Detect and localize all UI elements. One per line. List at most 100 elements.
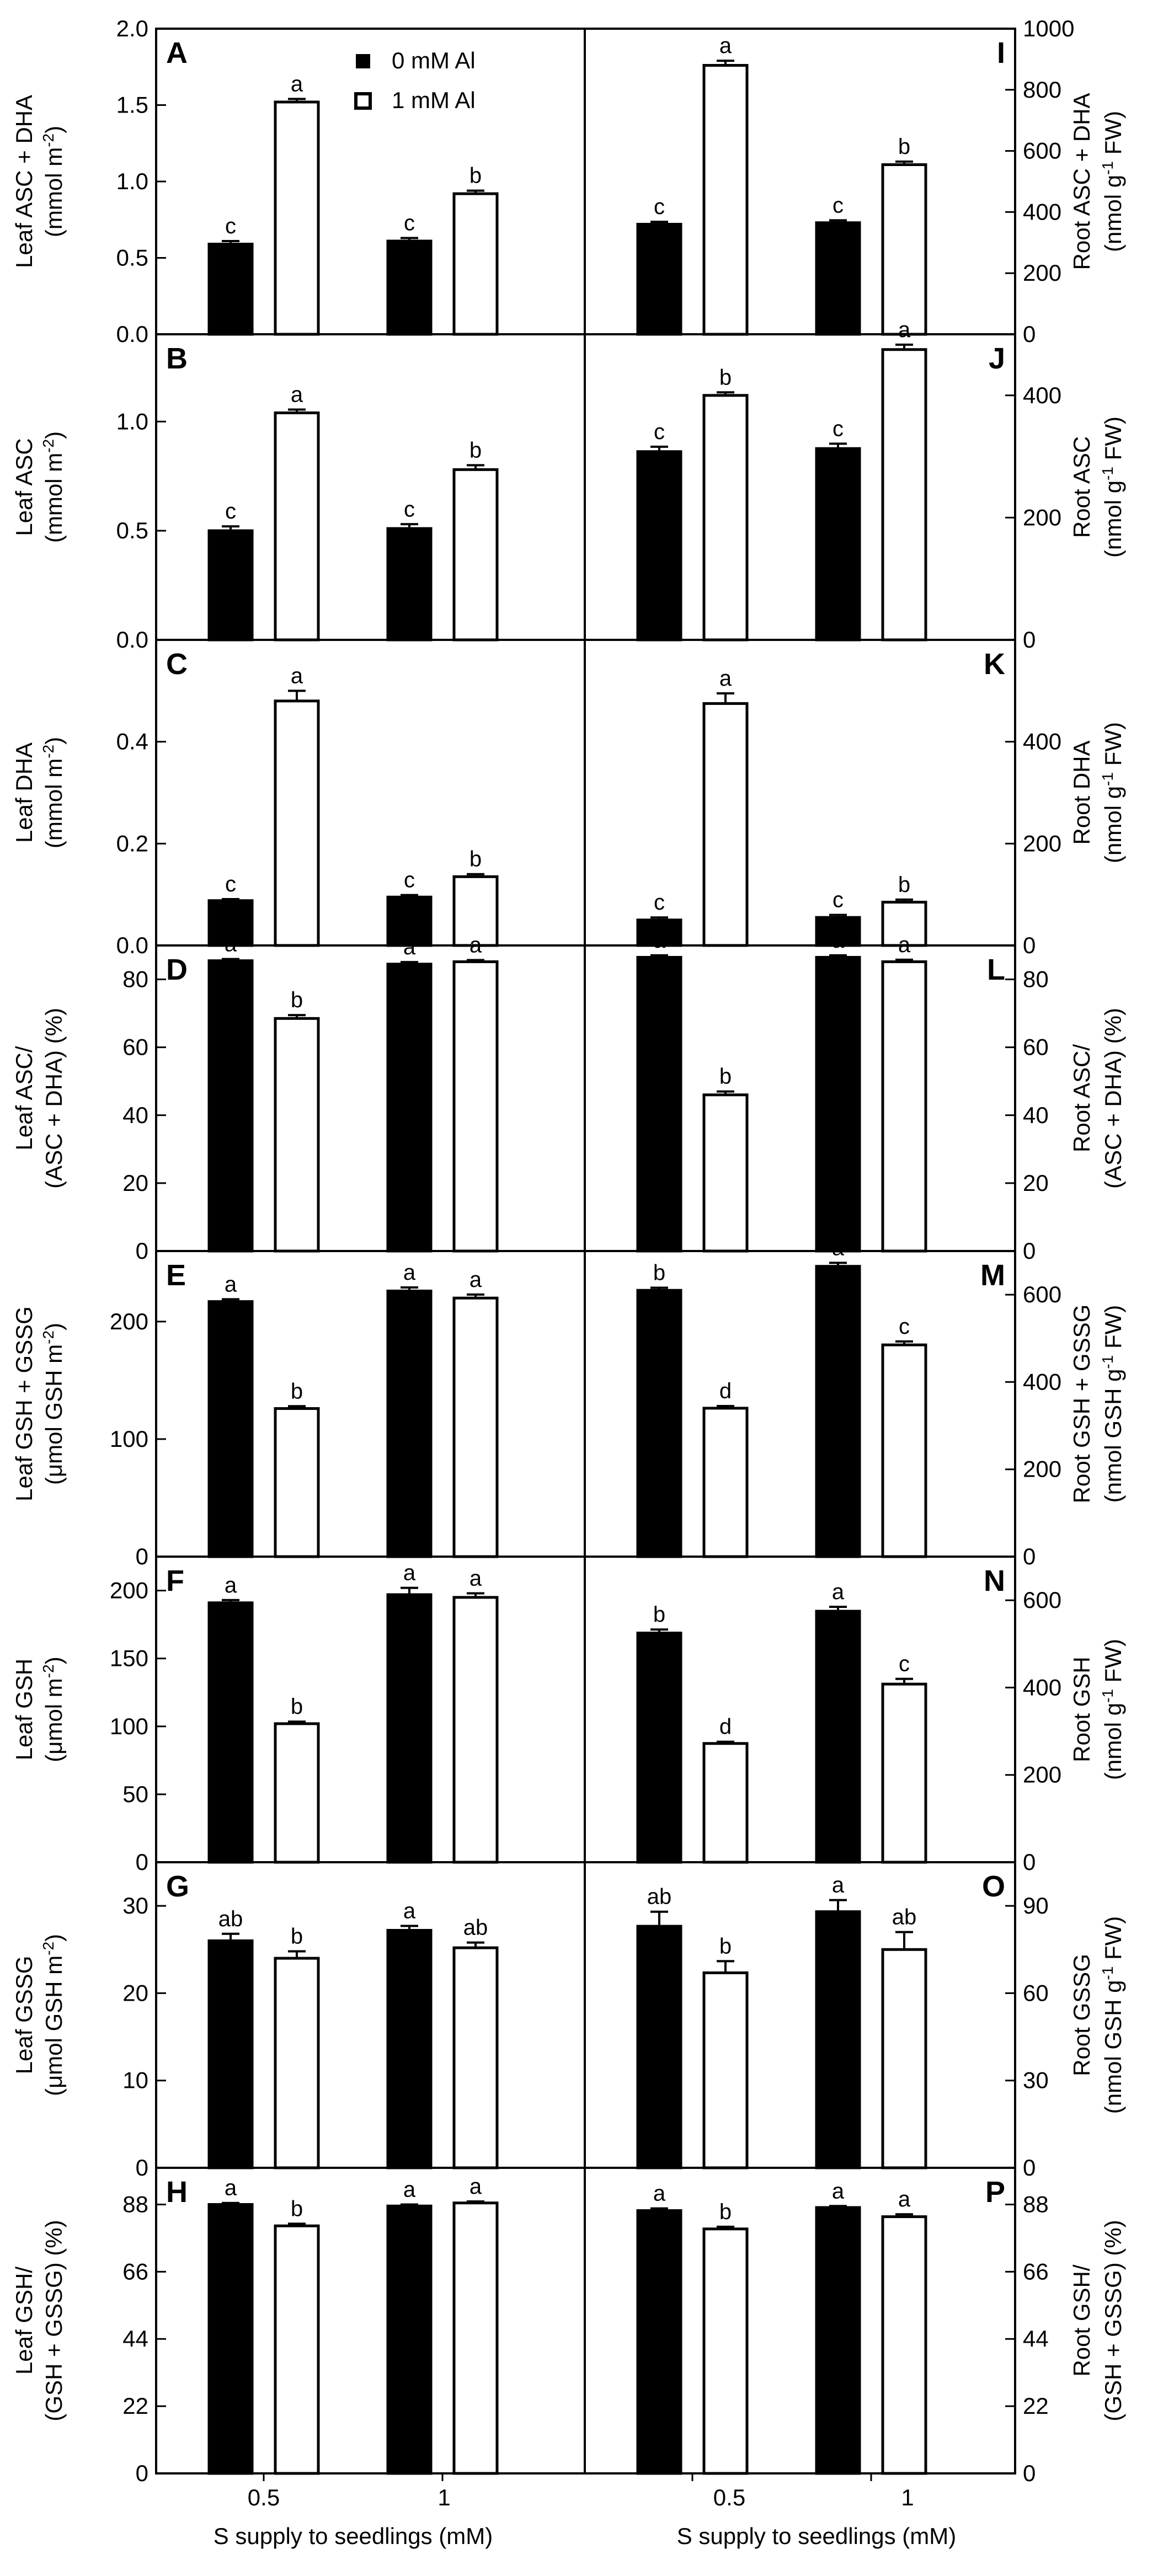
significance-label: a (403, 2177, 416, 2201)
significance-label: c (833, 193, 844, 217)
y-tick-label: 80 (122, 966, 148, 992)
bar-G-0.5-1mm (274, 1957, 320, 2169)
y-tick-label: 66 (1023, 2258, 1049, 2284)
y-tick-label: 50 (122, 1781, 148, 1807)
significance-label: a (469, 2174, 482, 2199)
panel-frame (584, 2167, 1016, 2475)
y-tick-label: 200 (110, 1578, 148, 1604)
bar-E-0.5-1mm (274, 1407, 320, 1558)
significance-label: a (225, 1573, 237, 1597)
significance-label: a (898, 933, 911, 957)
y-tick-label: 0.0 (116, 932, 148, 958)
significance-label: b (653, 1260, 665, 1285)
x-axis-label-right: S supply to seedlings (mM) (677, 2523, 957, 2549)
bar-O-0.5-0mm (636, 1925, 682, 2169)
significance-label: ab (892, 1905, 917, 1930)
y-tick-label: 20 (122, 1170, 148, 1196)
y-tick-label: 0 (1023, 1238, 1036, 1264)
y-tick-label: 40 (1023, 1102, 1049, 1128)
bar-L-1-0mm (815, 956, 861, 1253)
significance-label: b (898, 135, 910, 159)
y-tick-label: 60 (1023, 1980, 1049, 2006)
significance-label: d (719, 1715, 732, 1739)
bar-D-0.5-1mm (274, 1017, 320, 1253)
y-tick-label: 66 (122, 2258, 148, 2284)
y-tick-label: 2.0 (116, 15, 148, 41)
bar-J-0.5-1mm (702, 394, 749, 642)
y-tick-label: 200 (1023, 1762, 1061, 1788)
bar-N-1-1mm (881, 1682, 927, 1864)
panel-N: N 0 200 400 600 Root GSH (nmol g-1 FW) b d a c (584, 1556, 1126, 1875)
legend-swatch-0mm (356, 54, 370, 68)
bar-F-0.5-0mm (207, 1601, 254, 1864)
bar-J-0.5-0mm (636, 450, 682, 642)
bar-O-1-0mm (815, 1910, 861, 2169)
bar-G-0.5-0mm (207, 1939, 254, 2169)
significance-label: b (291, 2196, 303, 2221)
bar-A-1-1mm (452, 192, 499, 336)
y-tick-label: 1.0 (116, 168, 148, 194)
x-axis: 0.5 1 0.5 1 S supply to seedlings (mM) S… (214, 2484, 957, 2549)
significance-label: a (653, 928, 666, 953)
bar-E-0.5-0mm (207, 1300, 254, 1558)
y-tick-label: 90 (1023, 1893, 1049, 1918)
bar-H-0.5-1mm (274, 2224, 320, 2475)
y-tick-label: 22 (122, 2393, 148, 2419)
significance-label: c (899, 1652, 910, 1676)
bar-C-0.5-1mm (274, 699, 320, 947)
y-axis-label: (μmol GSH m-2) (40, 1934, 67, 2096)
y-tick-label: 40 (122, 1102, 148, 1128)
significance-label: b (469, 164, 482, 188)
y-axis-label: Root GSH + GSSG (1069, 1305, 1095, 1504)
y-tick-label: 0.5 (116, 517, 148, 543)
bar-H-0.5-0mm (207, 2203, 254, 2475)
y-tick-label: 30 (1023, 2067, 1049, 2093)
significance-label: a (719, 666, 732, 691)
panel-letter: G (166, 1870, 189, 1903)
panel-letter: M (980, 1259, 1005, 1292)
x-tick-right-1: 1 (901, 2484, 914, 2510)
y-tick-label: 800 (1023, 77, 1061, 103)
bar-L-0.5-0mm (636, 956, 682, 1253)
y-tick-label: 600 (1023, 1281, 1061, 1307)
significance-label: a (291, 664, 303, 688)
y-tick-label: 0 (1023, 932, 1036, 958)
bar-F-1-1mm (452, 1596, 499, 1864)
significance-label: a (832, 1580, 845, 1604)
y-axis-label: (nmol g-1 FW) (1099, 111, 1127, 252)
panel-B: B 0.0 0.5 1.0 Leaf ASC (mmol m-2) c a c b (11, 333, 586, 653)
y-tick-label: 100 (110, 1426, 148, 1452)
bar-H-1-1mm (452, 2201, 499, 2475)
legend: 0 mM Al 1 mM Al (354, 47, 476, 113)
significance-label: a (832, 1873, 845, 1898)
significance-label: a (898, 318, 911, 342)
legend-label-0mm: 0 mM Al (392, 47, 476, 73)
significance-label: c (899, 1314, 910, 1339)
significance-label: a (225, 1272, 237, 1296)
y-tick-label: 600 (1023, 138, 1061, 164)
bar-A-1-0mm (386, 239, 433, 336)
bar-I-1-0mm (815, 221, 861, 336)
significance-label: b (469, 847, 482, 872)
y-axis-label: Root ASC + DHA (1069, 93, 1095, 270)
panel-G: G 0 10 20 30 Leaf GSSG (μmol GSH m-2) ab b a ab (11, 1861, 586, 2180)
significance-label: a (225, 932, 237, 956)
y-tick-label: 0 (136, 1543, 148, 1569)
y-tick-label: 400 (1023, 1369, 1061, 1394)
x-tick-left-1: 1 (437, 2484, 450, 2510)
y-tick-label: 1.0 (116, 408, 148, 434)
y-tick-label: 0 (1023, 627, 1036, 653)
y-tick-label: 88 (122, 2191, 148, 2217)
significance-label: c (833, 888, 844, 912)
y-axis-label: (nmol g-1 FW) (1099, 722, 1127, 863)
panel-letter: B (166, 342, 188, 375)
significance-label: a (653, 2182, 666, 2206)
panel-letter: K (984, 648, 1005, 681)
y-tick-label: 44 (1023, 2326, 1049, 2351)
y-axis-label: Root DHA (1069, 740, 1095, 845)
y-tick-label: 0 (1023, 2155, 1036, 2180)
legend-swatch-1mm (354, 92, 372, 110)
